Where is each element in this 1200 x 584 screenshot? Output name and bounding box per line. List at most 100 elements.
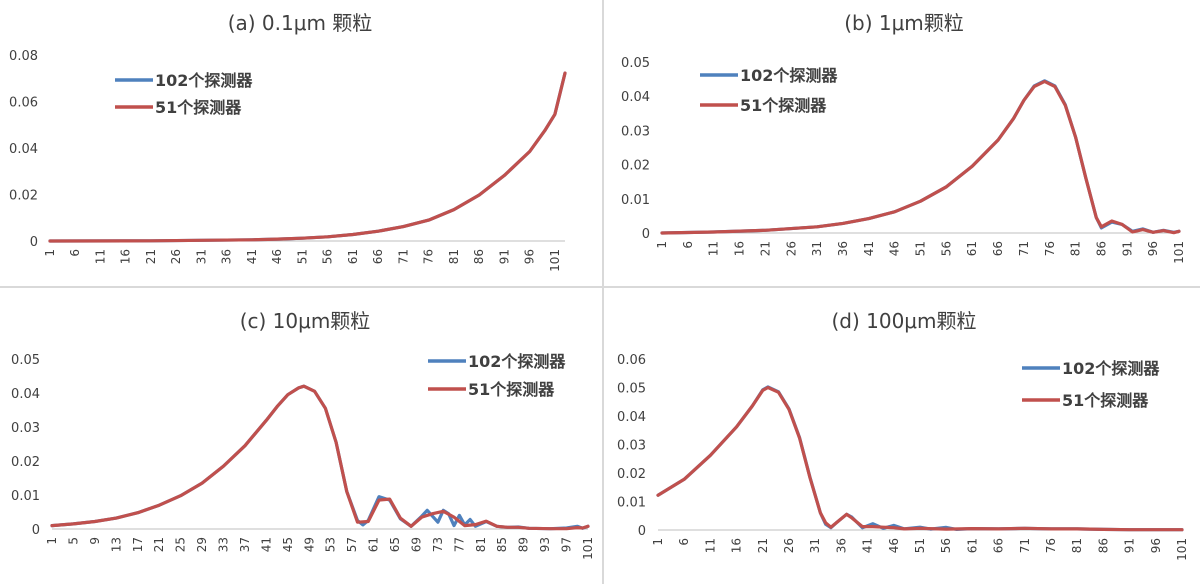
x-tick-label: 46 xyxy=(887,538,901,553)
x-tick-label: 9 xyxy=(88,537,102,545)
x-tick-label: 69 xyxy=(409,537,423,552)
x-tick-label: 16 xyxy=(730,538,744,553)
x-tick-label: 51 xyxy=(913,538,927,553)
x-tick-label: 61 xyxy=(367,537,381,552)
x-tick-label: 97 xyxy=(560,537,574,552)
x-tick-label: 21 xyxy=(144,249,158,264)
y-tick-label: 0.05 xyxy=(617,382,646,397)
y-tick-label: 0.05 xyxy=(11,353,40,368)
y-tick-label: 0.06 xyxy=(9,96,38,111)
x-tick-label: 21 xyxy=(152,537,166,552)
legend-label: 102个探测器 xyxy=(1062,359,1160,378)
x-tick-label: 57 xyxy=(345,537,359,552)
x-tick-label: 85 xyxy=(495,537,509,552)
x-tick-label: 56 xyxy=(939,241,953,256)
x-tick-label: 45 xyxy=(281,537,295,552)
series-line-51 xyxy=(656,385,1184,532)
x-tick-label: 26 xyxy=(784,241,798,256)
legend-label: 51个探测器 xyxy=(1062,391,1149,410)
x-tick-label: 71 xyxy=(396,249,410,264)
y-tick-label: 0.02 xyxy=(617,467,646,482)
x-tick-label: 61 xyxy=(965,241,979,256)
x-tick-label: 81 xyxy=(447,249,461,264)
x-tick-label: 56 xyxy=(939,538,953,553)
x-tick-label: 101 xyxy=(581,537,595,560)
x-tick-label: 101 xyxy=(1172,241,1186,264)
x-tick-label: 41 xyxy=(861,538,875,553)
x-tick-label: 65 xyxy=(388,537,402,552)
series-line-51 xyxy=(48,71,567,243)
legend-label: 51个探测器 xyxy=(740,96,827,115)
x-tick-label: 89 xyxy=(517,537,531,552)
y-tick-label: 0 xyxy=(638,524,646,539)
y-tick-label: 0.02 xyxy=(621,159,650,174)
series-line-102 xyxy=(50,384,590,531)
x-tick-label: 31 xyxy=(194,249,208,264)
chart-title: (b) 1μm颗粒 xyxy=(844,11,964,35)
x-tick-label: 91 xyxy=(497,249,511,264)
x-tick-label: 36 xyxy=(220,249,234,264)
horizontal-divider xyxy=(0,286,1200,288)
y-tick-label: 0.03 xyxy=(621,124,650,139)
x-tick-label: 91 xyxy=(1120,241,1134,256)
y-tick-label: 0.08 xyxy=(9,49,38,64)
x-tick-label: 86 xyxy=(472,249,486,264)
x-tick-label: 96 xyxy=(1146,241,1160,256)
legend-label: 102个探测器 xyxy=(740,66,838,85)
x-tick-label: 25 xyxy=(174,537,188,552)
y-tick-label: 0.02 xyxy=(11,455,40,470)
x-tick-label: 41 xyxy=(259,537,273,552)
vertical-divider xyxy=(602,0,604,584)
x-tick-label: 76 xyxy=(1044,538,1058,553)
x-tick-label: 51 xyxy=(295,249,309,264)
x-tick-label: 66 xyxy=(991,241,1005,256)
x-tick-label: 26 xyxy=(782,538,796,553)
x-tick-label: 81 xyxy=(1070,538,1084,553)
y-tick-label: 0.05 xyxy=(621,56,650,71)
y-tick-label: 0.01 xyxy=(11,489,40,504)
x-tick-label: 86 xyxy=(1096,538,1110,553)
x-tick-label: 36 xyxy=(834,538,848,553)
x-tick-label: 31 xyxy=(810,241,824,256)
y-tick-label: 0.03 xyxy=(11,421,40,436)
chart-title: (c) 10μm颗粒 xyxy=(240,309,371,333)
x-tick-label: 5 xyxy=(66,537,80,545)
x-tick-label: 16 xyxy=(733,241,747,256)
x-tick-label: 77 xyxy=(452,537,466,552)
y-tick-label: 0 xyxy=(30,235,38,250)
legend-label: 102个探测器 xyxy=(155,71,253,90)
x-tick-label: 16 xyxy=(119,249,133,264)
x-tick-label: 101 xyxy=(548,249,562,272)
legend-label: 51个探测器 xyxy=(155,98,242,117)
chart-panel-c: (c) 10μm颗粒 0 0.01 0.02 0.03 0.04 0.05 1 5 9 13 17 21… xyxy=(11,309,595,560)
x-tick-label: 26 xyxy=(169,249,183,264)
y-tick-label: 0 xyxy=(642,227,650,242)
x-tick-label: 96 xyxy=(1149,538,1163,553)
x-tick-label: 51 xyxy=(914,241,928,256)
x-tick-label: 11 xyxy=(93,249,107,264)
x-tick-label: 61 xyxy=(965,538,979,553)
x-tick-label: 36 xyxy=(836,241,850,256)
x-tick-label: 6 xyxy=(677,538,691,546)
series-line-102 xyxy=(48,71,567,243)
x-tick-label: 17 xyxy=(131,537,145,552)
x-tick-label: 76 xyxy=(422,249,436,264)
x-tick-label: 31 xyxy=(808,538,822,553)
x-tick-label: 49 xyxy=(302,537,316,552)
x-tick-label: 41 xyxy=(862,241,876,256)
x-tick-label: 86 xyxy=(1094,241,1108,256)
x-tick-label: 29 xyxy=(195,537,209,552)
x-tick-label: 46 xyxy=(270,249,284,264)
x-tick-label: 13 xyxy=(109,537,123,552)
x-tick-label: 56 xyxy=(321,249,335,264)
x-tick-label: 61 xyxy=(346,249,360,264)
y-tick-label: 0.04 xyxy=(9,142,38,157)
y-tick-label: 0.06 xyxy=(617,353,646,368)
x-tick-label: 11 xyxy=(707,241,721,256)
x-tick-label: 33 xyxy=(217,537,231,552)
y-tick-label: 0.01 xyxy=(617,496,646,511)
y-tick-label: 0.04 xyxy=(11,387,40,402)
y-tick-label: 0.04 xyxy=(617,410,646,425)
